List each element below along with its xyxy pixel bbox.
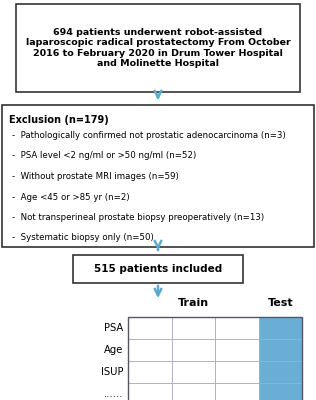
Text: -  Not transperineal prostate biopsy preoperatively (n=13): - Not transperineal prostate biopsy preo… [12, 213, 264, 222]
Text: ISUP: ISUP [100, 367, 123, 377]
Bar [128, 317, 172, 339]
Bar [258, 339, 302, 361]
Text: -  PSA level <2 ng/ml or >50 ng/ml (n=52): - PSA level <2 ng/ml or >50 ng/ml (n=52) [12, 152, 196, 160]
Text: Exclusion (n=179): Exclusion (n=179) [9, 115, 109, 125]
Bar [215, 339, 258, 361]
Bar [172, 361, 215, 383]
Text: Age: Age [104, 345, 123, 355]
Bar [215, 361, 258, 383]
Bar [172, 383, 215, 400]
Bar [258, 361, 302, 383]
Bar [215, 317, 258, 339]
Text: -  Systematic biopsy only (n=50): - Systematic biopsy only (n=50) [12, 234, 154, 242]
Bar [258, 383, 302, 400]
Bar [16, 4, 300, 92]
Bar [128, 361, 172, 383]
Text: 515 patients included: 515 patients included [94, 264, 222, 274]
Text: -  Age <45 or >85 yr (n=2): - Age <45 or >85 yr (n=2) [12, 192, 130, 202]
Text: -  Without prostate MRI images (n=59): - Without prostate MRI images (n=59) [12, 172, 179, 181]
Text: -  Pathologically confirmed not prostatic adenocarcinoma (n=3): - Pathologically confirmed not prostatic… [12, 131, 286, 140]
Bar [128, 339, 172, 361]
Bar [128, 317, 302, 400]
Text: 694 patients underwent robot-assisted
laparoscopic radical prostatectomy From Oc: 694 patients underwent robot-assisted la… [26, 28, 290, 68]
Bar [172, 339, 215, 361]
Text: Test: Test [267, 298, 293, 308]
Bar [172, 317, 215, 339]
Bar [73, 255, 243, 283]
Text: Train: Train [178, 298, 209, 308]
Bar [258, 317, 302, 339]
Text: ......: ...... [104, 389, 123, 399]
Bar [2, 105, 314, 247]
Text: PSA: PSA [104, 323, 123, 333]
Bar [128, 383, 172, 400]
Bar [215, 383, 258, 400]
